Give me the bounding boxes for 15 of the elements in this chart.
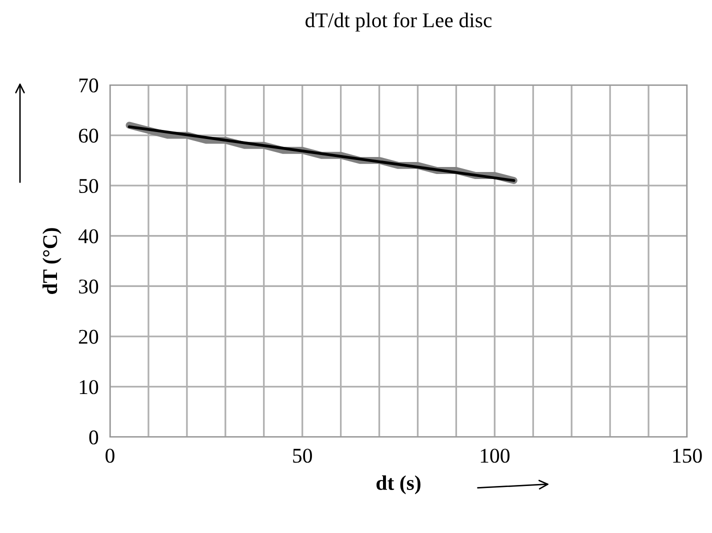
y-tick-label: 40 [78, 229, 98, 244]
y-tick-label: 20 [78, 330, 98, 344]
y-tick-label: 60 [78, 128, 98, 143]
y-axis-title: dT (°C) [42, 228, 62, 294]
x-tick-label: 0 [106, 448, 114, 463]
chart-title: dT/dt plot for Lee disc [306, 12, 492, 32]
y-tick-label: 30 [79, 280, 98, 294]
y-tick-label: 70 [79, 78, 98, 92]
y-tick-label: 50 [79, 178, 98, 194]
x-tick-label: 50 [293, 448, 312, 463]
y-tick-label: 0 [89, 430, 98, 444]
x-axis-title: dt (s) [376, 475, 420, 494]
y-tick-label: 10 [80, 380, 98, 394]
x-tick-label: 100 [480, 448, 510, 463]
x-tick-label: 150 [673, 448, 702, 463]
